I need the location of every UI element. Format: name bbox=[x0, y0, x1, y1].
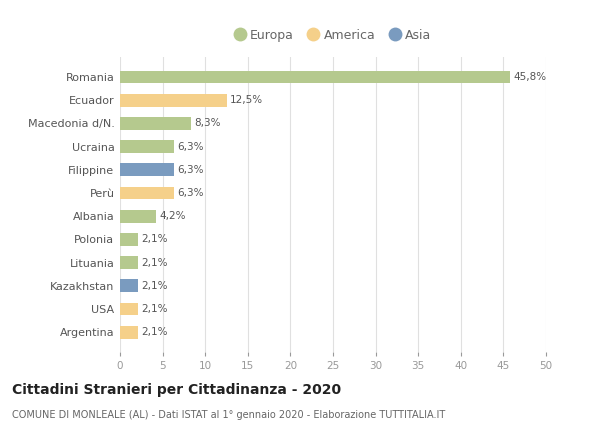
Bar bbox=[120, 326, 138, 339]
Bar bbox=[120, 117, 191, 130]
Text: 8,3%: 8,3% bbox=[194, 118, 221, 128]
Bar bbox=[120, 233, 138, 246]
Text: 4,2%: 4,2% bbox=[159, 211, 185, 221]
Bar bbox=[120, 256, 138, 269]
Text: 6,3%: 6,3% bbox=[177, 165, 203, 175]
Text: Cittadini Stranieri per Cittadinanza - 2020: Cittadini Stranieri per Cittadinanza - 2… bbox=[12, 383, 341, 397]
Text: 12,5%: 12,5% bbox=[230, 95, 263, 105]
Text: 2,1%: 2,1% bbox=[142, 235, 168, 244]
Text: 6,3%: 6,3% bbox=[177, 142, 203, 152]
Text: 2,1%: 2,1% bbox=[142, 281, 168, 291]
Bar bbox=[120, 303, 138, 315]
Bar bbox=[120, 140, 173, 153]
Bar bbox=[120, 210, 156, 223]
Text: 45,8%: 45,8% bbox=[514, 72, 547, 82]
Bar bbox=[120, 279, 138, 292]
Text: 6,3%: 6,3% bbox=[177, 188, 203, 198]
Bar bbox=[120, 70, 510, 83]
Bar bbox=[120, 187, 173, 199]
Text: COMUNE DI MONLEALE (AL) - Dati ISTAT al 1° gennaio 2020 - Elaborazione TUTTITALI: COMUNE DI MONLEALE (AL) - Dati ISTAT al … bbox=[12, 410, 445, 420]
Text: 2,1%: 2,1% bbox=[142, 257, 168, 268]
Bar bbox=[120, 163, 173, 176]
Text: 2,1%: 2,1% bbox=[142, 304, 168, 314]
Text: 2,1%: 2,1% bbox=[142, 327, 168, 337]
Bar bbox=[120, 94, 227, 106]
Legend: Europa, America, Asia: Europa, America, Asia bbox=[231, 25, 435, 46]
